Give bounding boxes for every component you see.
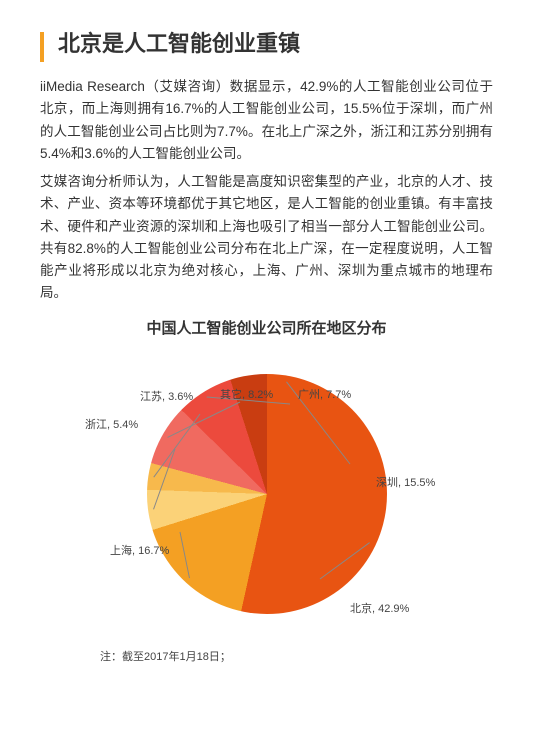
pie-circle bbox=[147, 374, 387, 614]
slice-label-上海: 上海, 16.7% bbox=[110, 542, 169, 558]
slice-label-江苏: 江苏, 3.6% bbox=[140, 388, 193, 404]
chart-footnote: 注：截至2017年1月18日； bbox=[40, 648, 493, 664]
paragraph-1: iiMedia Research（艾媒咨询）数据显示，42.9%的人工智能创业公… bbox=[40, 76, 493, 165]
page: 北京是人工智能创业重镇 iiMedia Research（艾媒咨询）数据显示，4… bbox=[0, 0, 533, 748]
slice-label-北京: 北京, 42.9% bbox=[350, 600, 409, 616]
chart-title: 中国人工智能创业公司所在地区分布 bbox=[40, 317, 493, 338]
slice-label-广州: 广州, 7.7% bbox=[298, 386, 351, 402]
slice-label-深圳: 深圳, 15.5% bbox=[376, 474, 435, 490]
slice-label-其它: 其它, 8.2% bbox=[220, 386, 273, 402]
accent-bar bbox=[40, 32, 44, 62]
page-title: 北京是人工智能创业重镇 bbox=[58, 30, 300, 59]
pie-chart: 北京, 42.9% 上海, 16.7% 浙江, 5.4%江苏, 3.6% 其它, 8.… bbox=[40, 344, 493, 644]
slice-label-浙江: 浙江, 5.4% bbox=[85, 416, 138, 432]
title-bar: 北京是人工智能创业重镇 bbox=[40, 30, 493, 62]
paragraph-2: 艾媒咨询分析师认为，人工智能是高度知识密集型的产业，北京的人才、技术、产业、资本… bbox=[40, 171, 493, 305]
